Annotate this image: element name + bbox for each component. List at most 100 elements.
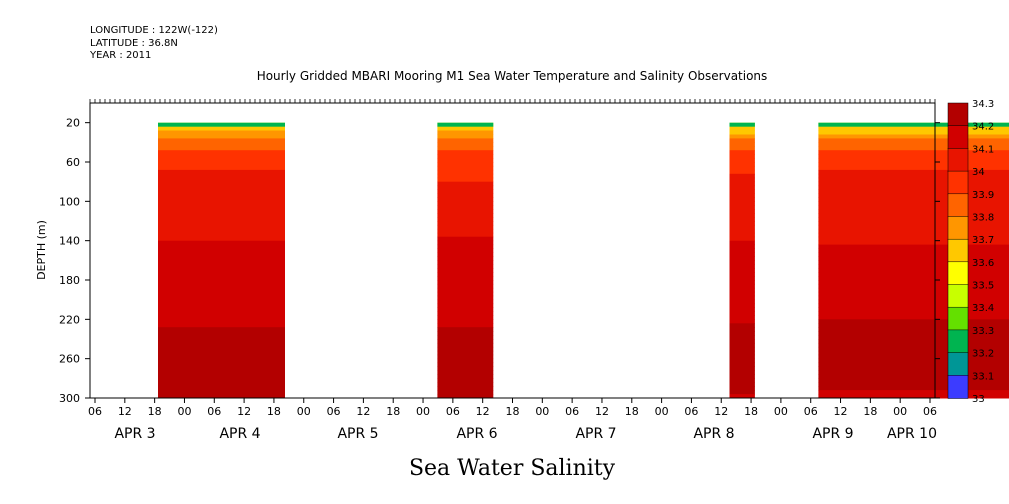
data-segment	[158, 122, 285, 399]
salinity-cell	[437, 209, 494, 214]
y-tick-label: 260	[59, 353, 80, 366]
salinity-cell	[729, 280, 755, 285]
salinity-cell	[729, 165, 755, 171]
salinity-cell	[818, 256, 1009, 261]
salinity-cell	[158, 189, 285, 194]
colorbar-label: 34	[972, 167, 985, 178]
salinity-cell	[158, 295, 285, 301]
y-tick-label: 100	[59, 195, 80, 208]
y-axis: 20 60 100 140 180 220 260 300	[59, 117, 940, 405]
salinity-cell	[437, 236, 494, 242]
salinity-cell	[437, 319, 494, 324]
x-day-label: APR 9	[812, 426, 853, 442]
salinity-cell	[818, 283, 1009, 289]
salinity-cell	[818, 315, 1009, 320]
salinity-cell	[729, 315, 755, 320]
salinity-cell	[437, 276, 494, 281]
salinity-cell	[158, 287, 285, 293]
salinity-cell	[818, 280, 1009, 285]
x-tick-label: 06	[207, 405, 221, 418]
salinity-cell	[818, 331, 1009, 336]
x-tick-label: 12	[237, 405, 251, 418]
x-day-label: APR 6	[456, 426, 497, 442]
salinity-cell	[437, 134, 494, 139]
salinity-cell	[818, 390, 1009, 395]
salinity-cell	[818, 150, 1009, 155]
salinity-cell	[158, 232, 285, 238]
x-tick-label: 06	[88, 405, 102, 418]
salinity-cell	[729, 319, 755, 324]
salinity-cell	[818, 319, 1009, 324]
salinity-cell	[158, 272, 285, 277]
x-tick-label: 18	[863, 405, 877, 418]
salinity-cell	[437, 335, 494, 340]
salinity-cell	[729, 362, 755, 367]
salinity-cell	[729, 354, 755, 360]
y-tick-label: 60	[66, 156, 80, 169]
salinity-cell	[818, 354, 1009, 360]
salinity-cell	[158, 240, 285, 246]
salinity-cell	[158, 228, 285, 234]
salinity-cell	[437, 268, 494, 273]
x-tick-label: 06	[327, 405, 341, 418]
salinity-cell	[158, 358, 285, 364]
salinity-cell	[437, 162, 494, 167]
y-tick-label: 20	[66, 117, 80, 130]
salinity-cell	[158, 201, 285, 206]
salinity-cell	[729, 342, 755, 348]
salinity-cell	[729, 224, 755, 230]
salinity-cell	[437, 287, 494, 293]
salinity-cell	[158, 327, 285, 332]
salinity-cell	[729, 327, 755, 332]
colorbar-label: 33.2	[972, 349, 994, 360]
salinity-cell	[437, 280, 494, 285]
salinity-cell	[437, 185, 494, 190]
colorbar-swatch	[947, 193, 969, 218]
salinity-cell	[729, 374, 755, 379]
salinity-cell	[158, 366, 285, 371]
x-day-label: APR 8	[693, 426, 734, 442]
colorbar-swatch	[947, 216, 969, 240]
x-tick-label: 06	[923, 405, 937, 418]
colorbar-swatch	[947, 125, 969, 150]
salinity-cell	[818, 221, 1009, 226]
salinity-cell	[158, 158, 285, 163]
salinity-cell	[729, 205, 755, 210]
salinity-cell	[437, 256, 494, 261]
salinity-cell	[437, 327, 494, 332]
salinity-cell	[158, 126, 285, 131]
x-tick-label: 00	[535, 405, 549, 418]
salinity-cell	[729, 248, 755, 253]
salinity-cell	[729, 134, 755, 139]
plot-area	[158, 122, 1009, 399]
salinity-cell	[437, 126, 494, 131]
salinity-cell	[437, 283, 494, 289]
salinity-cell	[437, 350, 494, 356]
colorbar-label: 33.1	[972, 371, 994, 382]
salinity-cell	[818, 295, 1009, 301]
colorbar-swatch	[947, 306, 969, 331]
salinity-cell	[158, 307, 285, 312]
colorbar: 34.3 34.2 34.1 34 33.9 33.8 33.7 33.6 33.5 33.4 33…	[947, 99, 994, 405]
x-tick-label: 12	[118, 405, 132, 418]
salinity-cell	[729, 142, 755, 147]
salinity-cell	[818, 162, 1009, 167]
salinity-cell	[818, 339, 1009, 344]
salinity-cell	[818, 232, 1009, 238]
salinity-cell	[818, 323, 1009, 328]
salinity-cell	[818, 154, 1009, 159]
salinity-cell	[158, 134, 285, 139]
salinity-cell	[437, 299, 494, 305]
salinity-cell	[729, 264, 755, 269]
salinity-cell	[818, 236, 1009, 242]
salinity-cell	[437, 213, 494, 218]
salinity-cell	[158, 335, 285, 340]
salinity-cell	[818, 197, 1009, 202]
x-axis-label: Sea Water Salinity	[409, 456, 616, 481]
salinity-cell	[818, 209, 1009, 214]
salinity-cell	[818, 181, 1009, 187]
salinity-cell	[729, 185, 755, 190]
salinity-cell	[818, 224, 1009, 230]
x-tick-label: 00	[416, 405, 430, 418]
colorbar-label: 34.3	[972, 99, 994, 110]
